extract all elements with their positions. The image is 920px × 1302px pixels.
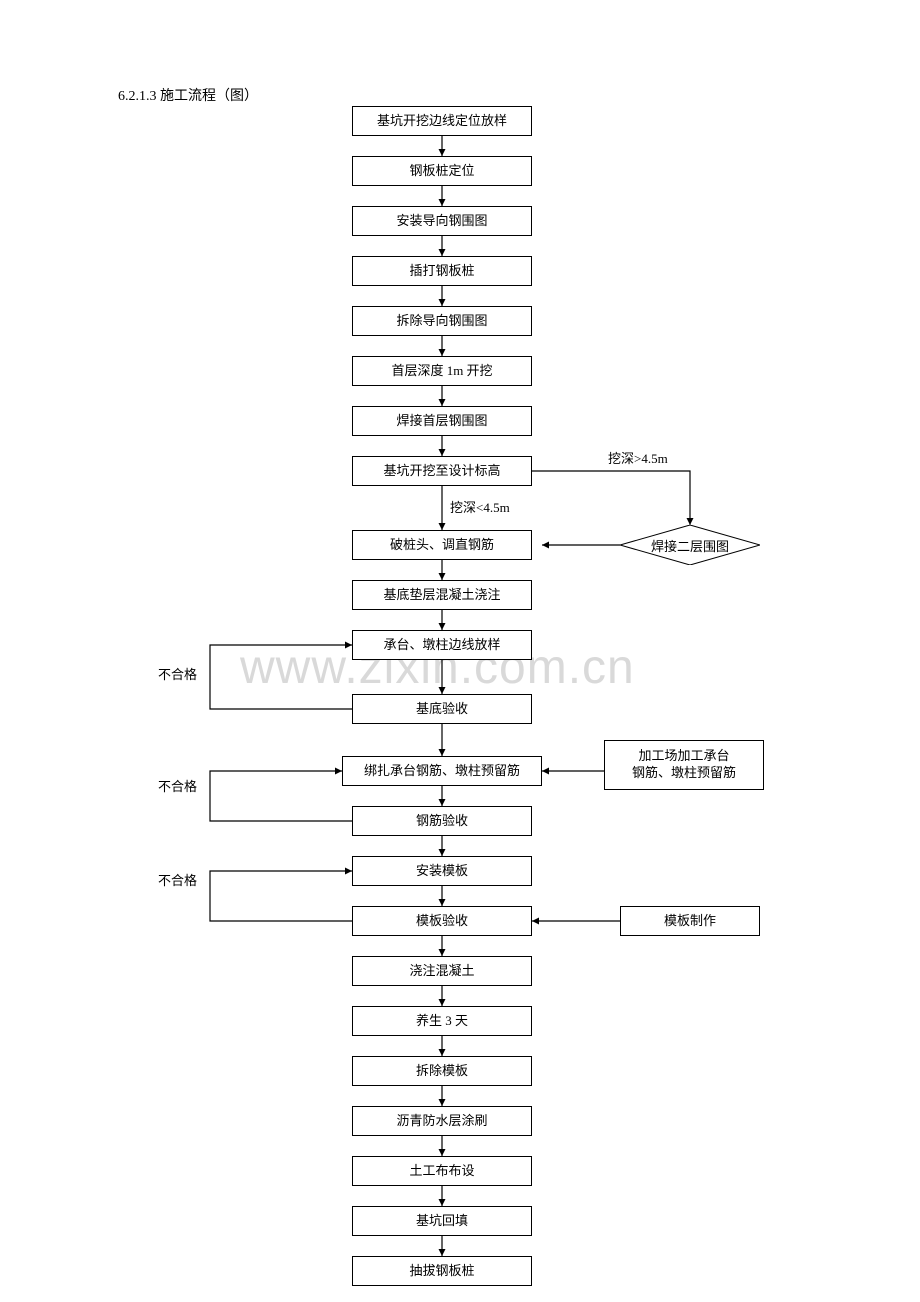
process-n17: 浇注混凝土 — [352, 956, 532, 986]
process-n7: 焊接首层钢围图 — [352, 406, 532, 436]
process-n12: 基底验收 — [352, 694, 532, 724]
decision-label: 焊接二层围图 — [620, 525, 760, 565]
process-n18: 养生 3 天 — [352, 1006, 532, 1036]
process-n16: 模板验收 — [352, 906, 532, 936]
process-n8: 基坑开挖至设计标高 — [352, 456, 532, 486]
process-n14: 钢筋验收 — [352, 806, 532, 836]
label-l3: 不合格 — [158, 664, 197, 683]
process-n6: 首层深度 1m 开挖 — [352, 356, 532, 386]
label-l4: 不合格 — [158, 776, 197, 795]
process-n15: 安装模板 — [352, 856, 532, 886]
process-n23: 抽拔钢板桩 — [352, 1256, 532, 1286]
decision-weld-second-layer: 焊接二层围图 — [620, 525, 760, 565]
process-n21: 土工布布设 — [352, 1156, 532, 1186]
process-n9: 破桩头、调直钢筋 — [352, 530, 532, 560]
process-n22: 基坑回填 — [352, 1206, 532, 1236]
process-n1: 基坑开挖边线定位放样 — [352, 106, 532, 136]
process-n20: 沥青防水层涂刷 — [352, 1106, 532, 1136]
label-l5: 不合格 — [158, 870, 197, 889]
process-n11: 承台、墩柱边线放样 — [352, 630, 532, 660]
side-s2: 模板制作 — [620, 906, 760, 936]
label-l2: 挖深<4.5m — [450, 497, 510, 516]
process-n4: 插打钢板桩 — [352, 256, 532, 286]
label-l1: 挖深>4.5m — [608, 448, 668, 467]
process-n10: 基底垫层混凝土浇注 — [352, 580, 532, 610]
process-n2: 钢板桩定位 — [352, 156, 532, 186]
process-n3: 安装导向钢围图 — [352, 206, 532, 236]
section-title: 6.2.1.3 施工流程（图） — [118, 85, 258, 105]
process-n5: 拆除导向钢围图 — [352, 306, 532, 336]
process-n19: 拆除模板 — [352, 1056, 532, 1086]
side-s1: 加工场加工承台 钢筋、墩柱预留筋 — [604, 740, 764, 790]
process-n13: 绑扎承台钢筋、墩柱预留筋 — [342, 756, 542, 786]
